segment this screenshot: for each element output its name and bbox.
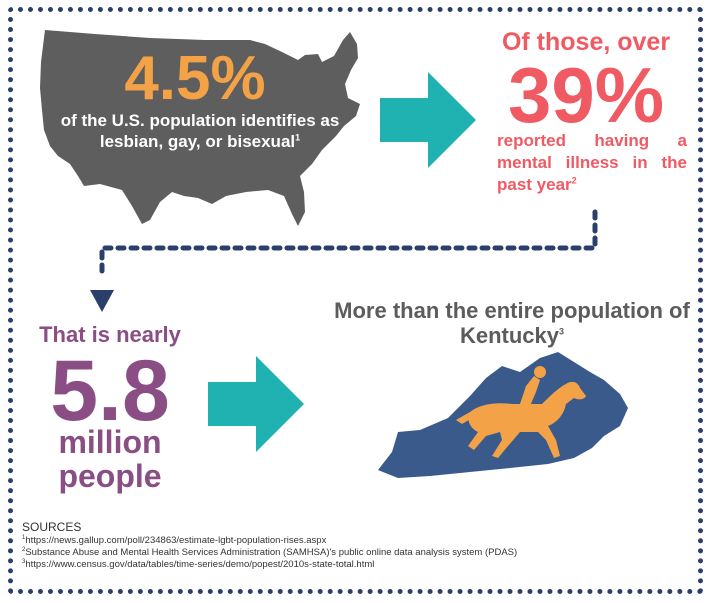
nearly-lead: That is nearly — [39, 322, 181, 347]
sources-section: SOURCES 1https://news.gallup.com/poll/23… — [22, 520, 692, 571]
of-those-lead: Of those, over — [501, 28, 671, 56]
dotted-connector — [99, 209, 598, 281]
kentucky-comparison: More than the entire population of Kentu… — [334, 298, 690, 349]
teal-arrow-icon — [208, 356, 304, 452]
navy-arrow-down-icon — [90, 290, 114, 312]
lgbt-percent-stat: 4.5% — [124, 44, 266, 113]
source-item: 3https://www.census.gov/data/tables/time… — [22, 559, 375, 571]
dotted-border-frame — [8, 7, 703, 594]
us-population-description: of the U.S. population identifies as les… — [60, 111, 340, 152]
sources-heading: SOURCES — [22, 520, 82, 534]
mental-illness-description: reported having a mental illness in the … — [497, 131, 687, 195]
source-item: 2Substance Abuse and Mental Health Servi… — [22, 547, 518, 559]
mental-illness-percent-stat: 39% — [507, 51, 665, 139]
people-count-unit: million people — [58, 424, 162, 494]
teal-arrow-icon — [380, 72, 476, 168]
horse-rider-icon — [456, 366, 586, 458]
source-item: 1https://news.gallup.com/poll/234863/est… — [22, 535, 327, 547]
us-map-icon — [40, 30, 360, 226]
footnote-marker: 2 — [571, 175, 577, 186]
footnote-marker: 3 — [559, 326, 565, 337]
footnote-marker: 1 — [295, 132, 301, 143]
people-count-stat: 5.8 — [50, 343, 170, 439]
